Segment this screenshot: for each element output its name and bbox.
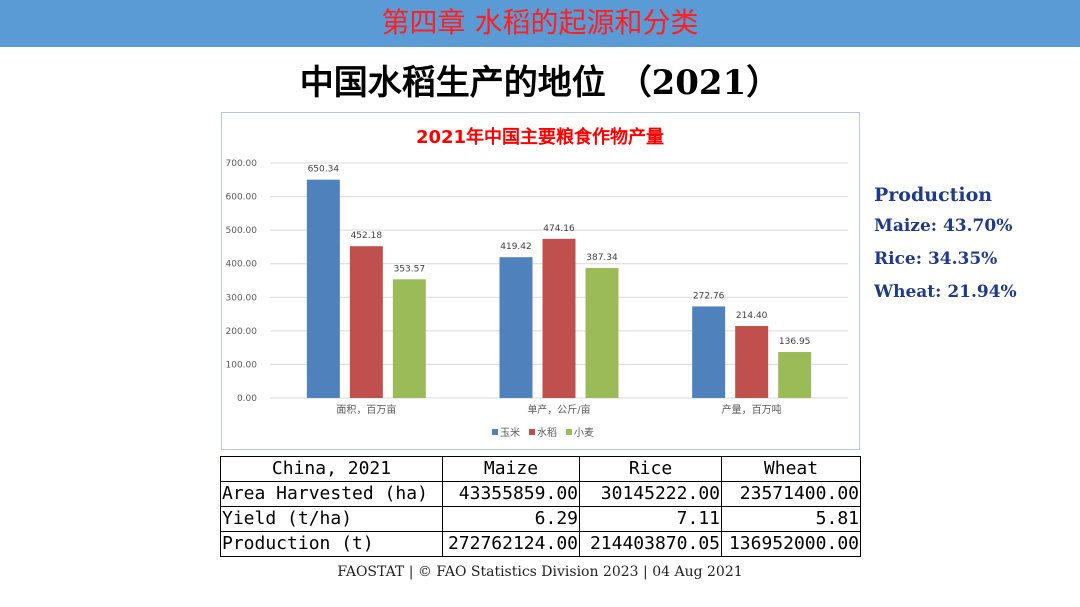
table-header-row: China, 2021 Maize Rice Wheat <box>220 456 861 482</box>
table-cell: 30145222.00 <box>579 481 722 507</box>
y-tick-label: 100.00 <box>226 360 258 370</box>
data-label: 136.95 <box>779 337 811 347</box>
bar <box>306 179 340 398</box>
wheat-share: Wheat: 21.94% <box>874 282 1017 302</box>
slide-title: 中国水稻生产的地位 （2021） <box>299 63 781 103</box>
chart-title: 2021年中国主要粮食作物产量 <box>416 126 664 148</box>
source-footnote: FAOSTAT | © FAO Statistics Division 2023… <box>337 564 743 580</box>
bar <box>349 246 383 398</box>
table-cell: 6.29 <box>442 506 580 532</box>
legend-swatch <box>529 429 535 435</box>
header-bar <box>0 0 1080 47</box>
x-tick-label: 面积，百万亩 <box>336 403 396 416</box>
y-tick-label: 400.00 <box>226 260 258 270</box>
data-label: 452.18 <box>351 231 383 241</box>
table-cell: 43355859.00 <box>442 481 580 507</box>
x-tick-label: 产量，百万吨 <box>722 403 782 416</box>
y-tick-label: 700.00 <box>226 159 258 169</box>
bar <box>692 306 726 398</box>
data-label: 353.57 <box>394 264 426 274</box>
table-cell: 7.11 <box>579 506 722 532</box>
y-tick-label: 200.00 <box>226 327 258 337</box>
y-tick-label: 600.00 <box>226 193 258 203</box>
y-tick-label: 0.00 <box>237 394 257 404</box>
data-label: 419.42 <box>500 242 532 252</box>
x-tick-label: 单产，公斤/亩 <box>527 403 590 416</box>
bar <box>735 326 769 398</box>
table-cell: 214403870.05 <box>579 531 722 557</box>
data-label: 474.16 <box>543 224 575 234</box>
legend-label: 玉米 <box>500 426 520 439</box>
bar <box>392 279 426 398</box>
table-header-cell: China, 2021 <box>220 456 443 482</box>
table-header-cell: Rice <box>579 456 722 482</box>
table-header-cell: Wheat <box>721 456 861 482</box>
data-label: 214.40 <box>736 311 768 321</box>
legend-label: 水稻 <box>537 427 557 439</box>
table-cell: 272762124.00 <box>442 531 580 557</box>
table-row: Area Harvested (ha) 43355859.00 30145222… <box>220 481 861 507</box>
y-tick-label: 500.00 <box>226 226 258 236</box>
row-label: Area Harvested (ha) <box>220 481 443 507</box>
bar <box>542 238 576 398</box>
chapter-title: 第四章 水稻的起源和分类 <box>381 6 699 39</box>
bar-chart: 2021年中国主要粮食作物产量 0.00 100.00 200.00 300.00 400… <box>221 112 860 450</box>
data-label: 272.76 <box>693 291 725 301</box>
legend-swatch <box>566 429 572 435</box>
production-table: China, 2021 Maize Rice Wheat Area Harves… <box>220 456 861 557</box>
table-cell: 23571400.00 <box>721 481 861 507</box>
data-label: 650.34 <box>308 165 340 175</box>
data-label: 387.34 <box>586 253 618 263</box>
row-label: Yield (t/ha) <box>220 506 443 532</box>
table-row: Yield (t/ha) 6.29 7.11 5.81 <box>220 506 861 532</box>
maize-share: Maize: 43.70% <box>874 216 1013 236</box>
legend-label: 小麦 <box>574 427 594 439</box>
chart-canvas: 2021年中国主要粮食作物产量 0.00 100.00 200.00 300.00 400… <box>226 126 848 439</box>
row-label: Production (t) <box>220 531 443 557</box>
table-row: Production (t) 272762124.00 214403870.05… <box>220 531 861 557</box>
legend-swatch <box>492 429 498 435</box>
bar <box>585 267 619 398</box>
bar <box>778 352 812 398</box>
rice-share: Rice: 34.35% <box>874 249 998 269</box>
bar <box>499 257 533 398</box>
table-cell: 136952000.00 <box>721 531 861 557</box>
table-header-cell: Maize <box>442 456 580 482</box>
production-share-panel: Production Maize: 43.70% Rice: 34.35% Wh… <box>874 183 1074 314</box>
production-heading: Production <box>874 184 993 206</box>
table-cell: 5.81 <box>721 506 861 532</box>
y-tick-label: 300.00 <box>226 293 258 303</box>
